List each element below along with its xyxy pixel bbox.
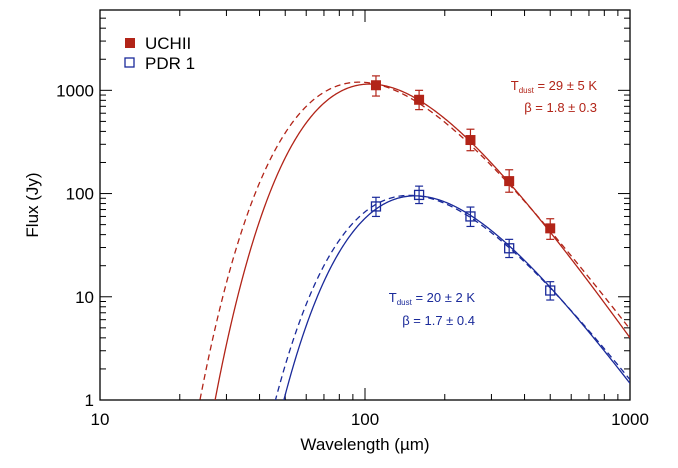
- data-point-pdr1: [465, 211, 476, 222]
- x-tick-label: 100: [351, 410, 379, 429]
- annotation-pdr1-beta: β = 1.7 ± 0.4: [402, 313, 475, 328]
- y-tick-label: 100: [66, 185, 94, 204]
- annotation-uchii-beta: β = 1.8 ± 0.3: [524, 100, 597, 115]
- y-axis-label: Flux (Jy): [23, 172, 42, 237]
- fit-solid-uchii: [214, 83, 630, 400]
- data-points: [370, 75, 556, 301]
- y-tick-label: 1000: [56, 81, 94, 100]
- x-tick-label: 10: [91, 410, 110, 429]
- fit-dashed-uchii: [199, 81, 630, 400]
- fit-dashed-pdr1: [274, 194, 630, 400]
- x-axis-label: Wavelength (µm): [300, 435, 429, 454]
- data-point-pdr1: [370, 201, 382, 212]
- annotation-pdr1-temperature: Tdust = 20 ± 2 K: [389, 290, 476, 307]
- annotation-uchii: Tdust = 29 ± 5 K β = 1.8 ± 0.3: [511, 78, 598, 115]
- legend-marker-uchii: [125, 38, 135, 48]
- annotation-pdr1-t-subscript: dust: [397, 298, 413, 307]
- annotation-uchii-temperature: Tdust = 29 ± 5 K: [511, 78, 598, 95]
- annotation-pdr1-t-value: = 20 ± 2 K: [412, 290, 475, 305]
- data-point-uchii: [465, 135, 476, 146]
- data-point-pdr1: [545, 285, 556, 296]
- legend: UCHII PDR 1: [124, 34, 195, 73]
- legend-marker-pdr1: [124, 57, 135, 68]
- data-point-pdr1: [504, 243, 515, 254]
- y-tick-label: 1: [85, 391, 94, 410]
- fit-curves: [199, 81, 630, 400]
- data-point-pdr1: [413, 189, 425, 201]
- annotation-uchii-t-subscript: dust: [519, 86, 535, 95]
- legend-label-pdr1: PDR 1: [145, 54, 195, 73]
- y-tick-label: 10: [75, 288, 94, 307]
- annotation-pdr1: Tdust = 20 ± 2 K β = 1.7 ± 0.4: [389, 290, 476, 328]
- annotation-uchii-t-symbol: T: [511, 78, 519, 93]
- data-point-uchii: [545, 223, 556, 234]
- data-point-uchii: [414, 94, 425, 105]
- annotation-uchii-t-value: = 29 ± 5 K: [534, 78, 597, 93]
- legend-label-uchii: UCHII: [145, 34, 191, 53]
- data-point-uchii: [370, 80, 381, 91]
- data-point-uchii: [504, 176, 515, 187]
- annotation-pdr1-t-symbol: T: [389, 290, 397, 305]
- x-tick-label: 1000: [611, 410, 649, 429]
